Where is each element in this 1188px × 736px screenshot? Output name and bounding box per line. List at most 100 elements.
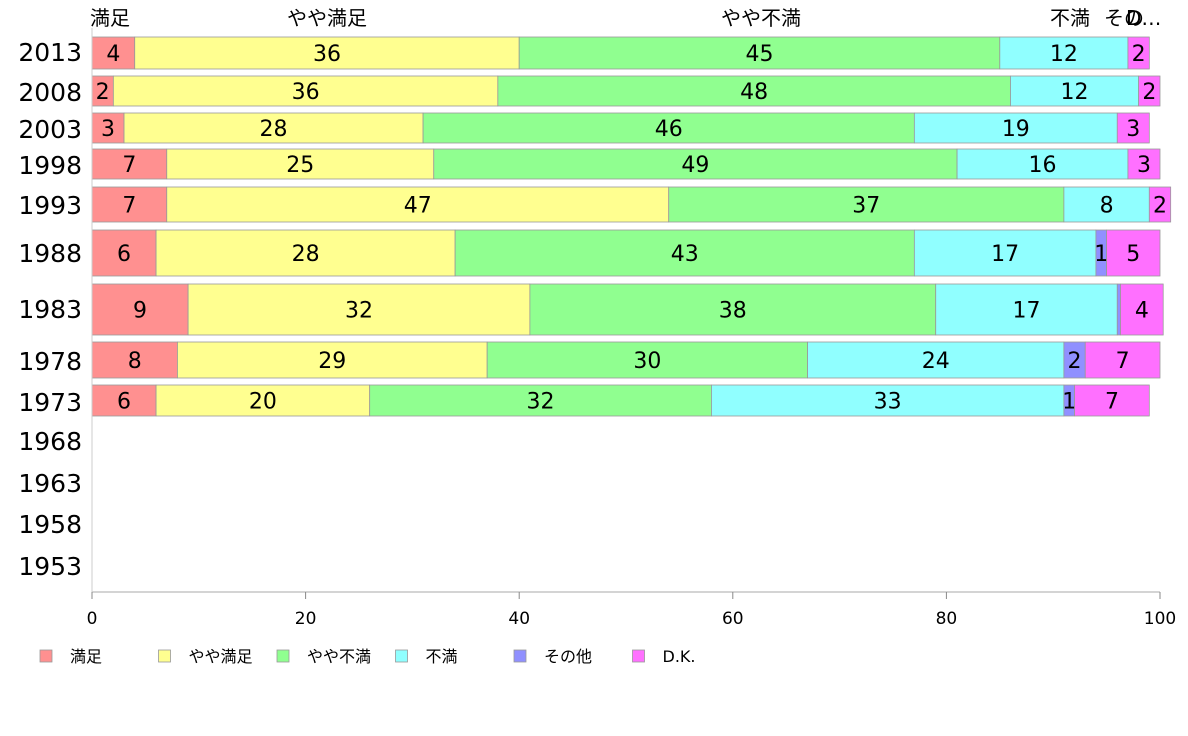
y-tick-label-2013: 2013	[18, 38, 82, 67]
data-label-1993-3: 8	[1100, 194, 1114, 219]
top-label-2: やや不満	[721, 6, 801, 30]
data-label-2008-0: 2	[96, 80, 110, 105]
bar-2003-2	[422, 112, 915, 144]
bar-1983-3	[935, 283, 1118, 336]
data-label-1998-0: 7	[122, 153, 136, 178]
data-label-1988-5: 5	[1126, 242, 1140, 267]
legend-swatch-2	[276, 649, 290, 663]
data-label-1978-4: 2	[1068, 349, 1082, 374]
data-label-1973-4: 1	[1062, 390, 1076, 415]
bar-1973-5	[1074, 384, 1150, 417]
bars-group: 4 36 45 12 22 36 48 12 23 28 46 19 37 25 49 16 37 47 37 8 26…	[91, 36, 1172, 417]
data-label-1988-3: 17	[991, 242, 1019, 267]
bar-1978-3	[807, 341, 1065, 379]
data-label-1978-3: 24	[922, 349, 950, 374]
bar-1993-0	[91, 186, 168, 223]
top-label-1: やや満足	[287, 6, 367, 30]
y-tick-label-1968: 1968	[18, 427, 82, 456]
bar-2008-1	[112, 75, 499, 107]
data-label-1973-5: 7	[1105, 390, 1119, 415]
data-label-1978-1: 29	[318, 349, 346, 374]
legend-swatch-5	[632, 649, 645, 663]
legend-swatch-0	[39, 649, 53, 663]
bar-1998-1	[166, 148, 435, 180]
data-label-1973-1: 20	[249, 390, 277, 415]
bar-1978-5	[1084, 341, 1161, 379]
y-tick-label-1973: 1973	[18, 388, 82, 417]
data-label-1978-2: 30	[633, 349, 661, 374]
y-tick-label-2008: 2008	[18, 78, 82, 107]
data-label-1978-0: 8	[128, 349, 142, 374]
bar-2008-3	[1010, 75, 1140, 107]
top-label-3: 不満	[1050, 6, 1090, 30]
bar-2008-5	[1138, 75, 1161, 107]
data-label-2003-5: 3	[1126, 117, 1140, 142]
bar-1983-2	[529, 283, 937, 336]
data-label-1993-0: 7	[122, 194, 136, 219]
x-axis: 0 20 40 60 80 100	[87, 28, 1176, 629]
bar-1993-5	[1148, 186, 1172, 223]
y-tick-label-1963: 1963	[18, 469, 82, 498]
legend: 満足 やや満足 やや不満 不満 その他 D.K.	[39, 647, 695, 666]
x-tick-label-40: 40	[508, 609, 530, 629]
data-label-2013-5: 2	[1132, 42, 1146, 67]
data-label-1993-1: 47	[404, 194, 432, 219]
data-label-1983-3: 17	[1013, 299, 1041, 324]
bar-2013-0	[91, 36, 136, 70]
data-label-1998-5: 3	[1137, 153, 1151, 178]
y-tick-label-1983: 1983	[18, 295, 82, 324]
data-label-2008-1: 36	[292, 80, 320, 105]
data-label-1988-0: 6	[117, 242, 131, 267]
bar-1973-2	[369, 384, 712, 417]
bar-1998-5	[1127, 148, 1161, 180]
bar-1993-3	[1063, 186, 1150, 223]
y-tick-label-1988: 1988	[18, 239, 82, 268]
legend-label-3: 不満	[426, 647, 458, 666]
x-tick-label-60: 60	[722, 609, 744, 629]
x-tick-label-100: 100	[1144, 609, 1176, 629]
data-label-2013-1: 36	[313, 42, 341, 67]
y-axis-labels: 2013 2008 2003 1998 1993 1988 1983 1978 1973 1968…	[18, 38, 82, 581]
data-label-1983-2: 38	[719, 299, 747, 324]
x-tick-label-80: 80	[936, 609, 958, 629]
x-tick-label-0: 0	[87, 609, 98, 629]
data-label-1998-3: 16	[1029, 153, 1057, 178]
legend-swatch-4	[513, 649, 527, 663]
data-label-1973-0: 6	[117, 390, 131, 415]
bar-1998-2	[433, 148, 958, 180]
data-label-1993-2: 37	[852, 194, 880, 219]
data-label-2013-3: 12	[1050, 42, 1078, 67]
data-label-1988-4: 1	[1094, 242, 1108, 267]
legend-swatch-3	[395, 649, 408, 663]
data-label-1973-3: 33	[874, 390, 902, 415]
x-tick-label-20: 20	[295, 609, 317, 629]
bar-2003-3	[913, 112, 1118, 144]
bar-2013-2	[518, 36, 1001, 70]
bar-1988-1	[155, 229, 456, 277]
legend-label-2: やや不満	[307, 647, 371, 666]
bar-1988-5	[1106, 229, 1161, 277]
data-label-2008-2: 48	[740, 80, 768, 105]
data-label-1993-5: 2	[1153, 194, 1167, 219]
bar-1983-4	[1116, 283, 1121, 336]
data-label-2003-0: 3	[101, 117, 115, 142]
data-label-2008-5: 2	[1142, 80, 1156, 105]
data-label-1988-2: 43	[671, 242, 699, 267]
data-label-1983-0: 9	[133, 299, 147, 324]
bar-1988-3	[913, 229, 1097, 277]
bar-1978-0	[91, 341, 178, 379]
top-label-5: D…	[1126, 6, 1161, 30]
data-label-1998-2: 49	[681, 153, 709, 178]
data-label-2013-2: 45	[746, 42, 774, 67]
top-label-4: その	[1104, 6, 1144, 30]
top-label-0: 満足	[90, 6, 130, 30]
legend-label-1: やや満足	[189, 647, 253, 666]
y-tick-label-1978: 1978	[18, 347, 82, 376]
data-label-2013-0: 4	[106, 42, 120, 67]
data-label-2003-1: 28	[260, 117, 288, 142]
y-tick-label-1998: 1998	[18, 151, 82, 180]
y-tick-label-1993: 1993	[18, 191, 82, 220]
y-tick-label-1958: 1958	[18, 510, 82, 539]
bar-1973-0	[91, 384, 157, 417]
